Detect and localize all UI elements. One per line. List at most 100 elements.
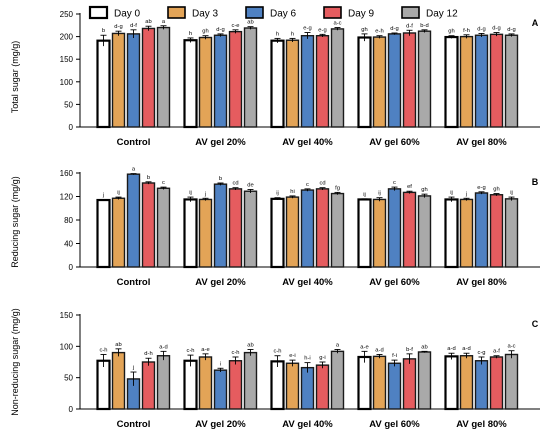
bar [300,366,315,410]
bar [183,198,198,269]
significance-label: c-h [99,347,107,353]
y-axis-title: Non-reducing sugar (mg/g) [10,308,20,416]
bar [357,355,372,411]
bar [141,27,156,128]
bar [459,355,474,410]
legend-swatch [323,6,342,19]
panel-label: A [532,18,539,28]
significance-label: gh [361,27,367,33]
significance-label: d-g [507,27,515,33]
significance-label: b-d [420,23,428,29]
y-axis-title: Reducing sugar (mg/g) [10,176,20,268]
significance-label: e-h [375,29,383,35]
bar [213,34,228,128]
bar [444,198,459,269]
significance-label: h [189,31,192,37]
legend-item: Day 12 [401,6,458,20]
bar [183,359,198,411]
bar [300,189,315,268]
bar [198,36,213,128]
significance-label: a [132,167,136,173]
panel-label: C [532,319,539,329]
bar [243,351,258,410]
significance-label: ab [247,342,253,348]
bar [330,192,345,268]
significance-label: h [291,31,294,37]
bar [357,198,372,269]
significance-label: gh [448,29,454,35]
significance-label: g-i [319,355,325,361]
bar [330,28,345,128]
bar [285,196,300,268]
y-tick-label: 150 [60,311,74,320]
significance-label: c [306,182,309,188]
x-category-label: Control [117,277,151,288]
significance-label: e-g [477,185,485,191]
y-tick-label: 0 [69,263,74,272]
bar [315,188,330,268]
y-tick-label: 50 [64,100,73,109]
significance-label: ij [189,190,192,196]
legend-swatch [167,6,186,19]
bar [315,364,330,410]
x-category-label: AV gel 20% [195,137,246,148]
bar [156,355,171,410]
legend-label: Day 0 [114,9,141,20]
y-tick-label: 0 [69,405,74,414]
significance-label: a-d [375,347,383,353]
bar [315,34,330,128]
significance-label: e-g [303,26,311,32]
legend-swatch [401,6,420,19]
significance-label: j [102,192,104,198]
y-tick-label: 50 [64,374,73,383]
significance-label: e-i [289,353,295,359]
bar [228,188,243,268]
y-tick-label: 250 [60,10,74,19]
bar [183,39,198,129]
significance-label: de [247,182,253,188]
significance-label: b [219,176,222,182]
significance-label: d-g [492,26,500,32]
significance-label: b [147,175,150,181]
significance-label: d-f [406,23,413,29]
bar [504,198,519,268]
significance-label: a-c [507,344,515,350]
bar [198,198,213,268]
bar [444,35,459,129]
x-category-label: Control [117,137,151,148]
bar [300,34,315,128]
x-category-label: AV gel 20% [195,277,246,288]
y-tick-label: 100 [60,342,74,351]
y-tick-label: 200 [60,33,74,42]
significance-label: cd [319,181,325,187]
significance-label: i [220,361,221,367]
significance-label: a-d [462,346,470,352]
significance-label: e-g [318,27,326,33]
y-axis-title: Total sugar (mg/g) [10,41,20,114]
bar [402,358,417,410]
bar [270,360,285,411]
bar [156,187,171,268]
x-category-label: AV gel 60% [369,137,420,148]
significance-label: c-g [477,350,485,356]
significance-label: ij [276,191,279,197]
panel-label: B [532,177,539,187]
y-tick-label: 100 [60,78,74,87]
bar [417,351,432,410]
bar [213,369,228,410]
y-tick-label: 0 [69,123,74,132]
significance-label: cd [232,181,238,187]
bar [474,360,489,410]
y-tick-label: 120 [60,193,74,202]
legend-label: Day 12 [426,9,458,20]
bar [285,39,300,128]
significance-label: gh [493,187,499,193]
significance-label: d-f [130,23,137,29]
x-category-label: AV gel 60% [369,277,420,288]
bar [474,34,489,128]
bar [111,351,126,410]
significance-label: b [102,28,105,34]
significance-label: a-e [201,347,209,353]
legend-swatch [88,5,109,20]
